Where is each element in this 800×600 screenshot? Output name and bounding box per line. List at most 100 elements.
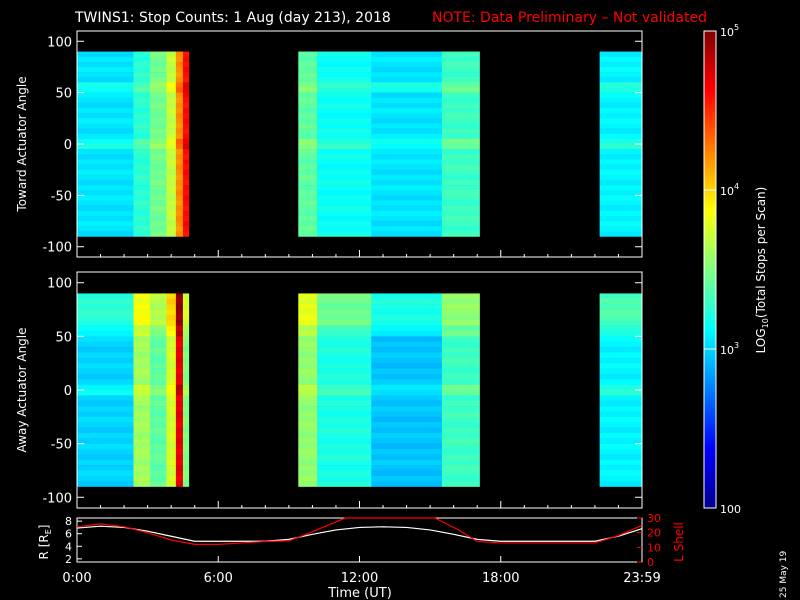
away-cell-10-26 [599,432,643,439]
toward-cell-0-5 [77,77,134,83]
toward-cell-6-19 [298,149,318,155]
away-ytick-label-0: 100 [47,277,72,292]
toward-cell-10-21 [599,159,643,165]
radius-tick-label-1: 6 [65,528,72,541]
toward-cell-1-34 [133,226,151,232]
away-cell-5-19 [182,395,190,402]
toward-cell-1-10 [133,102,151,109]
toward-ytick-label-0: 100 [47,35,72,50]
away-cell-9-14 [441,368,480,375]
away-cell-5-5 [182,320,190,326]
toward-cell-5-6 [182,82,190,88]
toward-cell-2-18 [149,144,167,150]
toward-cell-2-30 [149,205,167,212]
toward-cell-1-3 [133,66,151,73]
away-cell-10-33 [599,470,643,477]
toward-cell-9-23 [441,169,480,176]
toward-cell-7-34 [317,226,372,232]
toward-cell-3-1 [166,56,177,63]
away-cell-5-1 [182,298,190,305]
toward-cell-6-31 [298,210,318,217]
toward-cell-9-32 [441,215,480,222]
away-cell-7-35 [317,481,372,487]
away-cell-4-6 [175,325,184,332]
away-cell-9-26 [441,432,480,439]
away-cell-2-26 [149,432,167,439]
toward-cell-9-27 [441,190,480,196]
toward-cell-5-33 [182,221,190,227]
away-cell-0-22 [77,411,134,418]
toward-cell-0-24 [77,174,134,181]
away-cell-4-11 [175,352,184,359]
away-cell-1-28 [133,443,151,450]
toward-cell-5-29 [182,200,190,206]
toward-cell-4-9 [175,97,184,104]
toward-cell-10-4 [599,72,643,78]
away-cell-7-14 [317,368,372,375]
toward-cell-2-28 [149,195,167,201]
toward-cell-1-8 [133,92,151,99]
away-cell-0-10 [77,347,134,353]
toward-cell-6-20 [298,154,318,160]
toward-cell-7-23 [317,169,372,176]
away-cell-7-27 [317,438,372,444]
away-cell-10-28 [599,443,643,450]
away-cell-3-15 [166,373,177,380]
away-cell-9-5 [441,320,480,326]
away-cell-5-3 [182,309,190,316]
away-cell-7-6 [317,325,372,332]
away-cell-0-12 [77,357,134,364]
colorbar-tick-label-3: 100 [720,503,741,516]
toward-cell-1-33 [133,221,151,227]
away-cell-10-30 [599,454,643,461]
away-cell-7-16 [317,379,372,385]
away-cell-1-10 [133,347,151,353]
away-cell-8-4 [371,314,443,321]
toward-cell-3-2 [166,61,177,68]
away-cell-3-4 [166,314,177,321]
away-cell-4-7 [175,331,184,337]
away-cell-10-4 [599,314,643,321]
toward-cell-0-20 [77,154,134,160]
away-cell-10-9 [599,341,643,348]
toward-cell-7-14 [317,123,372,129]
radius-tick-label-3: 2 [65,553,72,566]
away-cell-2-12 [149,357,167,364]
toward-cell-5-1 [182,56,190,63]
toward-cell-5-15 [182,128,190,135]
away-cell-2-18 [149,390,167,396]
toward-cell-9-34 [441,226,480,232]
away-cell-7-33 [317,470,372,477]
toward-cell-7-21 [317,159,372,165]
toward-cell-6-0 [298,51,318,57]
toward-cell-6-5 [298,77,318,83]
toward-cell-1-7 [133,87,151,93]
away-cell-9-0 [441,293,480,300]
toward-cell-2-5 [149,77,167,83]
toward-cell-0-35 [77,231,134,237]
toward-cell-8-19 [371,149,443,155]
toward-cell-8-18 [371,144,443,150]
away-cell-0-8 [77,336,134,343]
toward-cell-3-10 [166,102,177,109]
toward-cell-3-27 [166,190,177,196]
toward-cell-3-23 [166,169,177,176]
away-cell-10-15 [599,373,643,380]
toward-cell-0-3 [77,66,134,73]
toward-cell-7-5 [317,77,372,83]
toward-cell-5-35 [182,231,190,237]
away-cell-9-18 [441,390,480,396]
toward-cell-6-2 [298,61,318,68]
toward-cell-1-13 [133,118,151,124]
toward-cell-1-0 [133,51,151,57]
toward-cell-0-9 [77,97,134,104]
toward-cell-5-30 [182,205,190,212]
away-cell-4-17 [175,384,184,391]
away-cell-0-5 [77,320,134,326]
toward-cell-6-7 [298,87,318,93]
away-cell-1-13 [133,363,151,369]
away-cell-2-21 [149,406,167,412]
toward-cell-1-31 [133,210,151,217]
away-cell-7-34 [317,475,372,482]
toward-cell-6-1 [298,56,318,63]
